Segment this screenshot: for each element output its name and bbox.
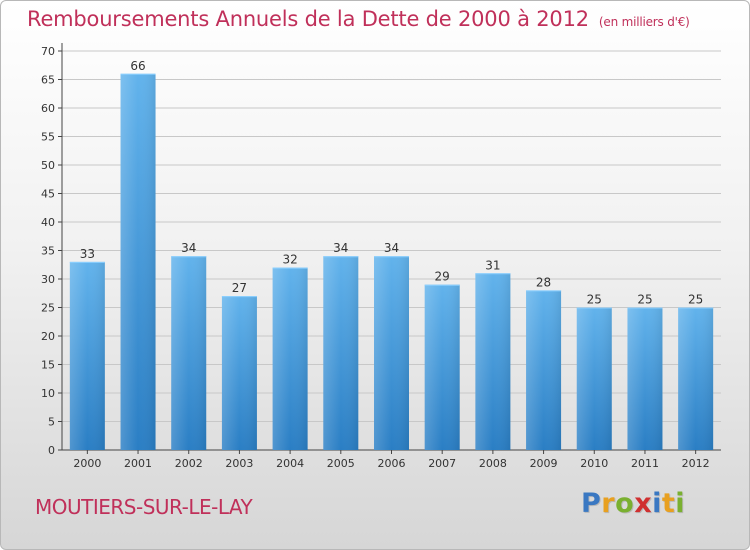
x-tick-label-2012: 2012 xyxy=(682,457,710,470)
y-tick-label: 35 xyxy=(41,245,55,258)
city-name: MOUTIERS-SUR-LE-LAY xyxy=(35,495,253,519)
data-label-2002: 34 xyxy=(181,241,196,255)
x-tick-label-2011: 2011 xyxy=(631,457,659,470)
bar-shine-2012 xyxy=(678,307,714,450)
y-tick-label: 60 xyxy=(41,102,55,115)
bar-shine-2011 xyxy=(627,307,663,450)
bar-shine-2004 xyxy=(272,267,308,450)
y-tick-label: 20 xyxy=(41,330,55,343)
x-tick-label-2003: 2003 xyxy=(225,457,253,470)
brand-letter: P xyxy=(581,488,602,519)
bar-shine-2005 xyxy=(323,256,359,450)
y-tick-label: 40 xyxy=(41,216,55,229)
y-tick-label: 50 xyxy=(41,159,55,172)
y-tick-label: 70 xyxy=(41,45,55,58)
data-label-2001: 66 xyxy=(130,59,145,73)
bar-shine-2006 xyxy=(374,256,409,450)
data-label-2012: 25 xyxy=(688,293,703,307)
x-tick-label-2005: 2005 xyxy=(327,457,355,470)
data-label-2005: 34 xyxy=(333,241,348,255)
bar-shine-2000 xyxy=(69,261,105,450)
x-tick-label-2009: 2009 xyxy=(530,457,558,470)
y-tick-label: 30 xyxy=(41,273,55,286)
data-label-2004: 32 xyxy=(282,253,297,267)
data-labels: 33 66 34 27 32 34 34 29 31 28 25 25 25 xyxy=(80,59,704,307)
bar-shine-2010 xyxy=(576,307,612,450)
x-tick-label-2006: 2006 xyxy=(378,457,406,470)
y-tick-label: 45 xyxy=(41,188,55,201)
data-label-2008: 31 xyxy=(485,258,500,272)
data-label-2007: 29 xyxy=(435,270,450,284)
x-tick-label-2010: 2010 xyxy=(580,457,608,470)
data-label-2000: 33 xyxy=(80,247,95,261)
bar-shine-2009 xyxy=(526,290,562,450)
y-tick-label: 25 xyxy=(41,302,55,315)
bar-shine-2003 xyxy=(221,296,257,450)
y-tick-label: 15 xyxy=(41,359,55,372)
proxiti-logo[interactable]: Proxiti xyxy=(581,488,685,519)
bar-shine-2007 xyxy=(424,284,460,450)
x-tick-label-2004: 2004 xyxy=(276,457,304,470)
x-tick-label-2002: 2002 xyxy=(175,457,203,470)
brand-letter: o xyxy=(615,488,635,519)
y-tick-label: 5 xyxy=(48,416,55,429)
data-label-2003: 27 xyxy=(232,281,247,295)
x-tick-label-2008: 2008 xyxy=(479,457,507,470)
data-label-2011: 25 xyxy=(637,293,652,307)
bar-shine-2008 xyxy=(475,273,511,450)
bar-shine-2002 xyxy=(171,256,207,450)
bars xyxy=(69,73,714,451)
y-tick-label: 0 xyxy=(48,444,55,457)
bar-shine-2001 xyxy=(120,73,156,451)
brand-letter: i xyxy=(675,488,686,519)
chart-unit: (en milliers d'€) xyxy=(598,15,690,29)
chart-title: Remboursements Annuels de la Dette de 20… xyxy=(27,7,690,31)
brand-letter: r xyxy=(601,488,616,519)
data-label-2009: 28 xyxy=(536,275,551,289)
x-tick-label-2000: 2000 xyxy=(73,457,101,470)
brand-letter: x xyxy=(634,488,653,519)
axes: 0 5 10 15 20 25 30 35 40 45 50 55 60 65 70 2000 2001 2002… xyxy=(41,43,721,470)
x-tick-label-2007: 2007 xyxy=(428,457,456,470)
x-tick-label-2001: 2001 xyxy=(124,457,152,470)
chart-title-text: Remboursements Annuels de la Dette de 20… xyxy=(27,7,589,31)
brand-letter: i xyxy=(652,488,662,519)
y-tick-label: 55 xyxy=(41,131,55,144)
brand-letter: t xyxy=(661,488,676,519)
data-label-2010: 25 xyxy=(587,293,602,307)
y-tick-label: 10 xyxy=(41,387,55,400)
y-tick-label: 65 xyxy=(41,74,55,87)
data-label-2006: 34 xyxy=(384,241,399,255)
